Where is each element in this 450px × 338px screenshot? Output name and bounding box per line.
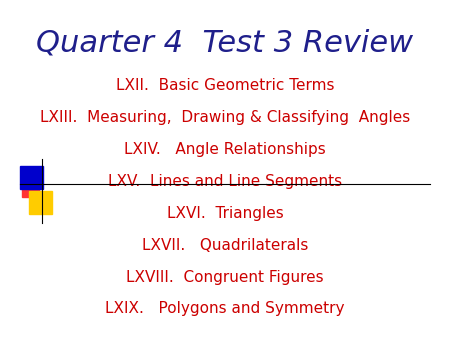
Text: LXIII.  Measuring,  Drawing & Classifying  Angles: LXIII. Measuring, Drawing & Classifying …	[40, 110, 410, 125]
Text: LXVII.   Quadrilaterals: LXVII. Quadrilaterals	[142, 238, 308, 253]
Text: LXII.  Basic Geometric Terms: LXII. Basic Geometric Terms	[116, 78, 334, 94]
Text: LXVI.  Triangles: LXVI. Triangles	[166, 206, 284, 221]
Text: LXIV.   Angle Relationships: LXIV. Angle Relationships	[124, 142, 326, 157]
Text: LXV.  Lines and Line Segments: LXV. Lines and Line Segments	[108, 174, 342, 189]
Text: LXVIII.  Congruent Figures: LXVIII. Congruent Figures	[126, 270, 324, 285]
Text: LXIX.   Polygons and Symmetry: LXIX. Polygons and Symmetry	[105, 301, 345, 316]
Bar	[20, 166, 43, 189]
Bar	[29, 191, 52, 214]
Bar	[22, 176, 39, 197]
Text: Quarter 4  Test 3 Review: Quarter 4 Test 3 Review	[36, 28, 414, 57]
